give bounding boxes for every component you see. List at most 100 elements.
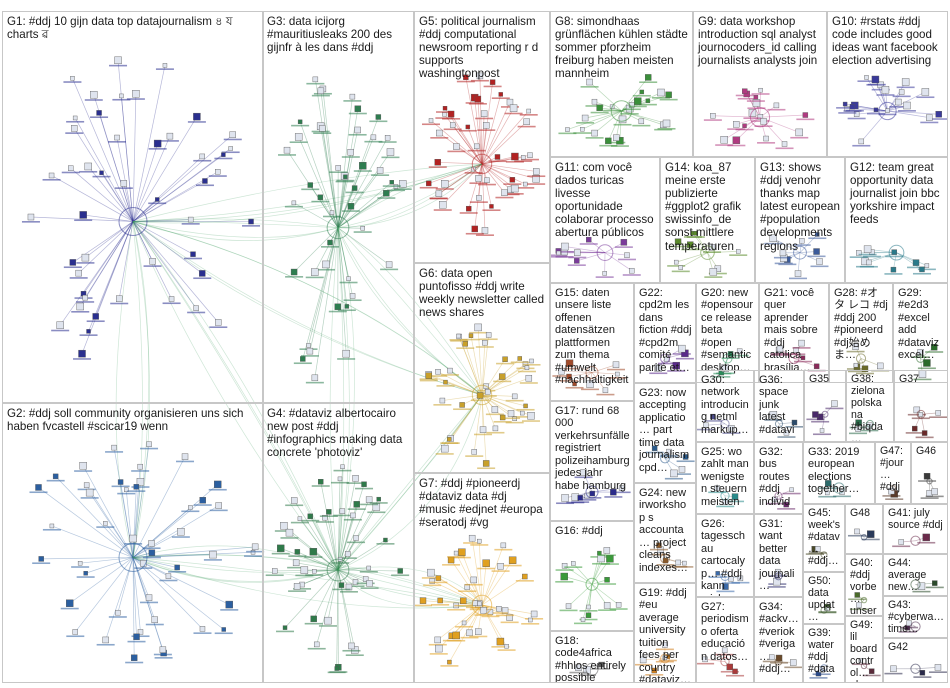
- graph-node: [580, 469, 587, 476]
- graph-edge: [481, 113, 485, 165]
- graph-node: [49, 523, 55, 529]
- graph-node: [580, 617, 586, 622]
- graph-node: [855, 426, 861, 432]
- graph-edge: [437, 161, 483, 165]
- node-label-mark: [516, 408, 535, 411]
- node-label-mark: [628, 105, 647, 108]
- graph-node: [482, 339, 488, 346]
- node-label-mark: [393, 188, 412, 190]
- graph-node: [82, 294, 88, 301]
- node-label-mark: [339, 591, 358, 593]
- node-label-mark: [479, 338, 498, 341]
- graph-edge: [132, 154, 224, 222]
- graph-node: [868, 668, 875, 674]
- graph-node: [133, 633, 140, 641]
- node-label-mark: [847, 117, 866, 120]
- graph-node: [460, 597, 467, 605]
- node-label-mark: [913, 676, 932, 678]
- hub-loop: [749, 107, 771, 128]
- graph-node: [769, 654, 775, 660]
- node-label-mark: [148, 148, 167, 150]
- graph-node: [790, 659, 797, 666]
- inter-group-edge: [337, 163, 483, 229]
- node-label-mark: [280, 537, 299, 539]
- group-label: G27: periodismo oferta educación datos…: [701, 601, 749, 663]
- node-label-mark: [289, 141, 308, 144]
- graph-edge: [309, 227, 339, 352]
- graph-node: [322, 514, 328, 521]
- graph-edge: [481, 163, 486, 231]
- node-label-mark: [305, 276, 324, 279]
- graph-node: [466, 205, 472, 212]
- node-label-mark: [555, 251, 574, 253]
- graph-edge: [561, 370, 593, 373]
- graph-edge: [477, 327, 483, 396]
- graph-node: [842, 101, 848, 107]
- group-cell-g43: G43: #cyberwa… time…: [883, 596, 948, 638]
- node-label-mark: [596, 393, 615, 396]
- graph-node: [918, 412, 923, 417]
- node-label-mark: [467, 149, 486, 152]
- node-label-mark: [812, 673, 831, 676]
- node-label-mark: [488, 160, 507, 163]
- graph-node: [310, 615, 317, 623]
- graph-node: [779, 249, 787, 257]
- node-label-mark: [305, 574, 324, 576]
- node-label-mark: [585, 137, 604, 139]
- node-label-mark: [560, 367, 579, 370]
- graph-edge: [309, 184, 339, 228]
- graph-node: [773, 102, 780, 109]
- graph-node: [199, 270, 206, 277]
- group-cell-g16: G16: #ddj: [550, 521, 634, 631]
- node-label-mark: [347, 541, 366, 544]
- node-label-mark: [474, 433, 493, 436]
- node-label-mark: [220, 609, 239, 611]
- group-cell-g42: G42: [883, 638, 948, 683]
- node-label-mark: [925, 495, 944, 498]
- graph-edge: [481, 394, 526, 407]
- graph-node: [726, 663, 733, 671]
- graph-node: [306, 347, 314, 355]
- graph-node: [498, 92, 503, 97]
- node-label-mark: [564, 566, 583, 568]
- graph-edge: [481, 604, 499, 610]
- graph-edge: [132, 481, 141, 558]
- group-cell-g35: G35: [804, 370, 846, 442]
- graph-node: [349, 293, 356, 299]
- graph-node: [322, 260, 330, 269]
- node-label-mark: [847, 534, 866, 537]
- node-label-mark: [42, 178, 61, 181]
- node-label-mark: [703, 420, 722, 422]
- inter-group-edge: [132, 557, 483, 606]
- graph-edge: [591, 372, 618, 375]
- node-label-mark: [560, 380, 579, 382]
- inter-group-edge: [132, 163, 483, 222]
- graph-node: [462, 341, 468, 347]
- group-label: G15: daten unsere liste offenen datensät…: [555, 287, 629, 386]
- graph-node: [710, 413, 716, 420]
- graph-node: [532, 175, 540, 183]
- group-cell-g36: G36: space junk latest #datavi…: [754, 370, 804, 442]
- node-label-mark: [126, 98, 145, 100]
- graph-node: [651, 667, 657, 674]
- node-label-mark: [214, 632, 233, 635]
- group-label: G6: data open puntofisso #ddj write week…: [419, 267, 545, 320]
- graph-node: [353, 535, 359, 541]
- node-label-mark: [96, 526, 115, 528]
- inter-group-edge: [132, 221, 339, 571]
- graph-node: [103, 521, 108, 526]
- inter-group-edge: [329, 227, 339, 571]
- graph-node: [591, 129, 598, 137]
- graph-edge: [705, 659, 726, 662]
- node-label-mark: [525, 617, 544, 620]
- node-label-mark: [142, 556, 161, 559]
- node-label-mark: [341, 156, 360, 158]
- graph-node: [509, 104, 518, 112]
- graph-node: [783, 430, 790, 436]
- graph-edge: [569, 362, 593, 373]
- node-label-mark: [517, 370, 536, 373]
- node-label-mark: [489, 612, 508, 614]
- graph-node: [482, 460, 490, 467]
- graph-node: [873, 107, 879, 113]
- node-label-mark: [703, 251, 722, 253]
